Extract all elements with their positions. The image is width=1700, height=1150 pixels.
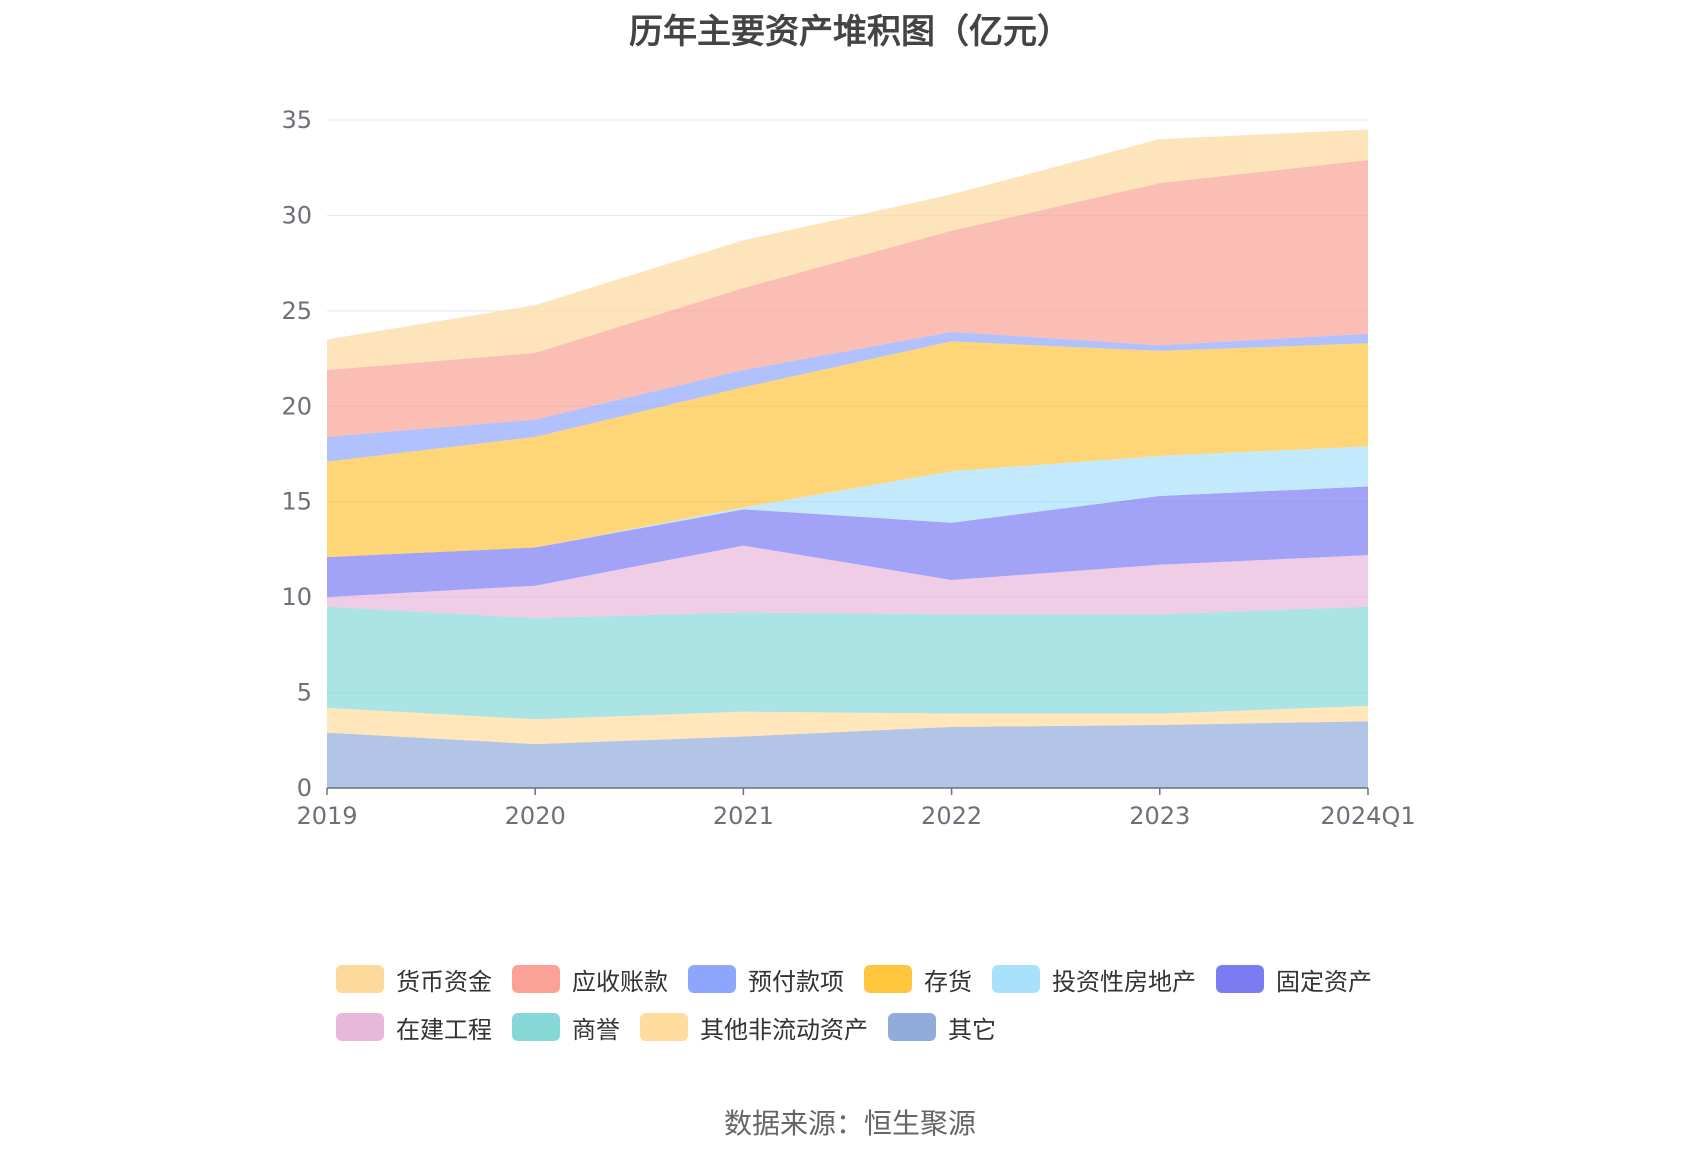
legend-label: 存货 [924,967,972,996]
legend-row: 在建工程 商誉 其他非流动资产 其它 [336,1003,1436,1051]
legend-swatch [1216,965,1264,993]
chart-legend: 货币资金 应收账款 预付款项 存货 投资性房地产 固定资产在建工程 商誉 其他非流动资产 其它 [336,955,1436,1051]
y-tick-label: 25 [281,297,312,325]
legend-swatch [992,965,1040,993]
x-tick-label: 2022 [921,802,982,830]
chart-title: 历年主要资产堆积图（亿元） [629,12,1071,52]
stacked-area-chart: 0 5 10 15 20 25 30 35 2019 2020 2021 2022 2023 2024Q1 [281,106,1415,830]
y-tick-label: 15 [281,488,312,516]
legend-swatch [640,1013,688,1041]
data-source: 数据来源：恒生聚源 [723,1107,976,1140]
legend-label: 其他非流动资产 [700,1015,868,1044]
x-tick-label: 2024Q1 [1320,802,1415,830]
legend-item[interactable]: 应收账款 [512,962,668,997]
legend-label: 商誉 [572,1015,620,1044]
area-series [327,129,1368,371]
legend-swatch [336,1013,384,1041]
area-series [327,545,1368,619]
area-series [327,721,1368,788]
legend-label: 预付款项 [748,967,844,996]
legend-swatch [512,1013,560,1041]
y-tick-label: 5 [297,679,312,707]
legend-item[interactable]: 在建工程 [336,1010,492,1045]
legend-item[interactable]: 商誉 [512,1010,620,1045]
area-series [327,446,1368,558]
legend-item[interactable]: 存货 [864,962,972,997]
legend-swatch [888,1013,936,1041]
area-series [327,606,1368,720]
legend-row: 货币资金 应收账款 预付款项 存货 投资性房地产 固定资产 [336,955,1436,1003]
legend-item[interactable]: 投资性房地产 [992,962,1196,997]
area-series [327,160,1368,437]
legend-swatch [864,965,912,993]
y-tick-label: 20 [281,392,312,420]
y-tick-label: 30 [281,201,312,229]
area-series [327,331,1368,462]
legend-label: 固定资产 [1276,967,1372,996]
legend-label: 应收账款 [572,967,668,996]
legend-swatch [688,965,736,993]
x-tick-label: 2023 [1129,802,1190,830]
legend-item[interactable]: 预付款项 [688,962,844,997]
legend-label: 其它 [948,1015,996,1044]
x-tick-label: 2019 [296,802,357,830]
y-tick-label: 10 [281,583,312,611]
legend-item[interactable]: 其它 [888,1010,996,1045]
y-tick-label: 0 [297,774,312,802]
legend-item[interactable]: 固定资产 [1216,962,1372,997]
area-series [327,341,1368,558]
y-tick-label: 35 [281,106,312,134]
legend-swatch [512,965,560,993]
x-tick-label: 2021 [713,802,774,830]
legend-item[interactable]: 货币资金 [336,962,492,997]
legend-label: 货币资金 [396,967,492,996]
area-series [327,486,1368,598]
legend-label: 在建工程 [396,1015,492,1044]
area-series [327,705,1368,745]
legend-swatch [336,965,384,993]
legend-label: 投资性房地产 [1052,967,1196,996]
x-tick-label: 2020 [505,802,566,830]
legend-item[interactable]: 其他非流动资产 [640,1010,868,1045]
